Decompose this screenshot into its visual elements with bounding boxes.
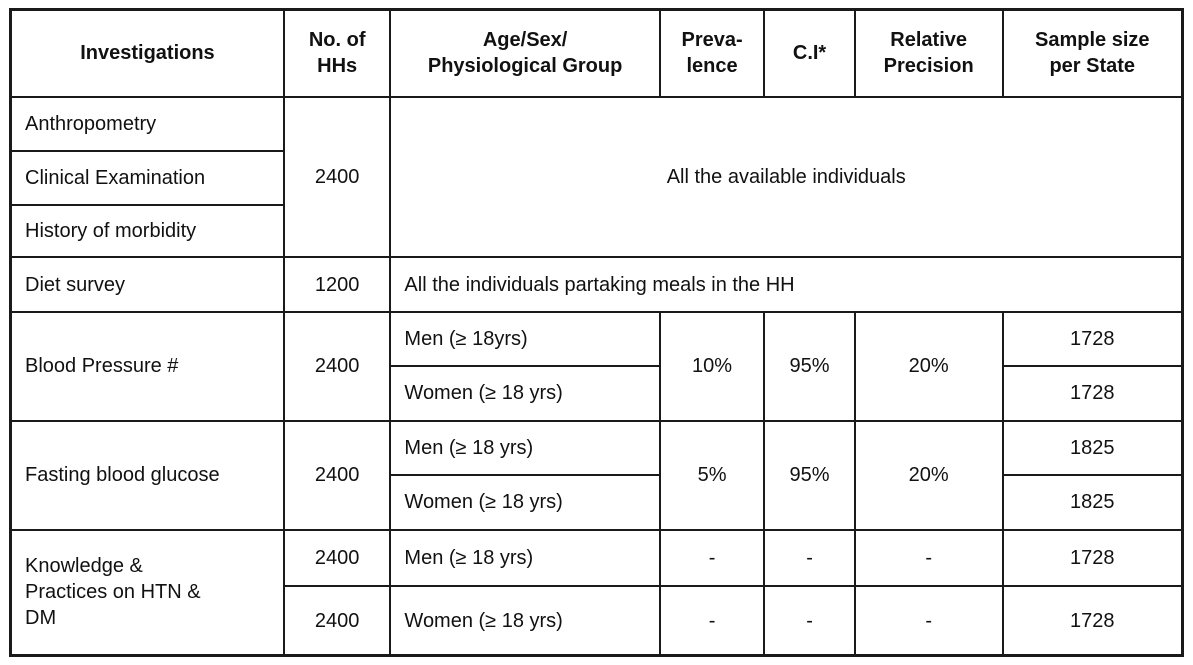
row-diet-survey: Diet survey 1200 All the individuals par…	[9, 256, 1184, 314]
cell-bp-sample-women: 1728	[1001, 364, 1184, 422]
cell-group1-hhs: 2400	[282, 95, 392, 259]
cell-kp-ci-women: -	[763, 585, 856, 657]
cell-diet-survey-label: Diet survey	[9, 256, 285, 314]
cell-history-of-morbidity: History of morbidity	[9, 203, 285, 259]
cell-kp-sample-men: 1728	[1001, 528, 1184, 588]
header-age-sex-group: Age/Sex/ Physiological Group	[389, 8, 661, 98]
row-anthropometry: Anthropometry 2400 All the available ind…	[9, 95, 1184, 259]
cell-bp-prevalence: 10%	[658, 311, 766, 422]
header-investigations: Investigations	[9, 8, 285, 98]
row-fbg-women: Women (≥ 18 yrs) 1825	[11, 473, 1184, 531]
sampling-plan-table: Investigations No. of HHs Age/Sex/ Physi…	[9, 8, 1184, 657]
cell-kp-label: Knowledge & Practices on HTN & DM	[9, 528, 285, 657]
cell-bp-relative-precision: 20%	[853, 311, 1004, 422]
header-sample-size-per-state: Sample size per State	[1001, 8, 1184, 98]
cell-fbg-sample-men: 1825	[1001, 419, 1184, 476]
cell-fbg-sample-women: 1825	[1001, 473, 1184, 531]
cell-diet-survey-note: All the individuals partaking meals in t…	[389, 256, 1184, 314]
cell-fbg-label: Fasting blood glucose	[9, 419, 285, 531]
cell-kp-relative-precision-men: -	[853, 528, 1004, 588]
header-row: Investigations No. of HHs Age/Sex/ Physi…	[9, 8, 1184, 98]
cell-fbg-hhs: 2400	[282, 419, 392, 531]
cell-fbg-ci: 95%	[763, 419, 856, 531]
cell-fbg-group-women: Women (≥ 18 yrs)	[389, 473, 661, 531]
row-blood-pressure-women: Women (≥ 18 yrs) 1728	[11, 364, 1184, 422]
cell-kp-prevalence-women: -	[658, 585, 766, 657]
cell-kp-group-women: Women (≥ 18 yrs)	[389, 585, 661, 657]
cell-clinical-examination: Clinical Examination	[9, 149, 285, 206]
cell-bp-hhs: 2400	[282, 311, 392, 422]
cell-kp-group-men: Men (≥ 18 yrs)	[389, 528, 661, 588]
header-prevalence: Preva- lence	[658, 8, 766, 98]
cell-bp-group-men: Men (≥ 18yrs)	[389, 311, 661, 367]
cell-fbg-group-men: Men (≥ 18 yrs)	[389, 419, 661, 476]
cell-bp-label: Blood Pressure #	[9, 311, 285, 422]
header-no-of-hhs: No. of HHs	[282, 8, 392, 98]
cell-kp-prevalence-men: -	[658, 528, 766, 588]
cell-anthropometry: Anthropometry	[9, 95, 285, 152]
cell-bp-group-women: Women (≥ 18 yrs)	[389, 364, 661, 422]
row-kp-women: 2400 Women (≥ 18 yrs) - - - 1728	[11, 585, 1184, 657]
cell-kp-ci-men: -	[763, 528, 856, 588]
cell-kp-sample-women: 1728	[1001, 585, 1184, 657]
row-kp-men: Knowledge & Practices on HTN & DM 2400 M…	[9, 528, 1184, 657]
cell-kp-relative-precision-women: -	[853, 585, 1004, 657]
cell-fbg-relative-precision: 20%	[853, 419, 1004, 531]
cell-kp-hhs-men: 2400	[282, 528, 392, 588]
row-clinical-examination: Clinical Examination	[9, 149, 1183, 206]
header-relative-precision: Relative Precision	[853, 8, 1004, 98]
row-fbg-men: Fasting blood glucose 2400 Men (≥ 18 yrs…	[9, 419, 1184, 531]
cell-fbg-prevalence: 5%	[658, 419, 766, 531]
row-history-of-morbidity: History of morbidity	[9, 203, 1183, 259]
row-blood-pressure-men: Blood Pressure # 2400 Men (≥ 18yrs) 10% …	[9, 311, 1184, 422]
cell-group1-note: All the available individuals	[389, 95, 1184, 259]
cell-bp-sample-men: 1728	[1001, 311, 1184, 367]
header-ci: C.I*	[763, 8, 856, 98]
cell-bp-ci: 95%	[763, 311, 856, 422]
cell-kp-hhs-women: 2400	[282, 585, 392, 657]
cell-diet-survey-hhs: 1200	[282, 256, 392, 314]
